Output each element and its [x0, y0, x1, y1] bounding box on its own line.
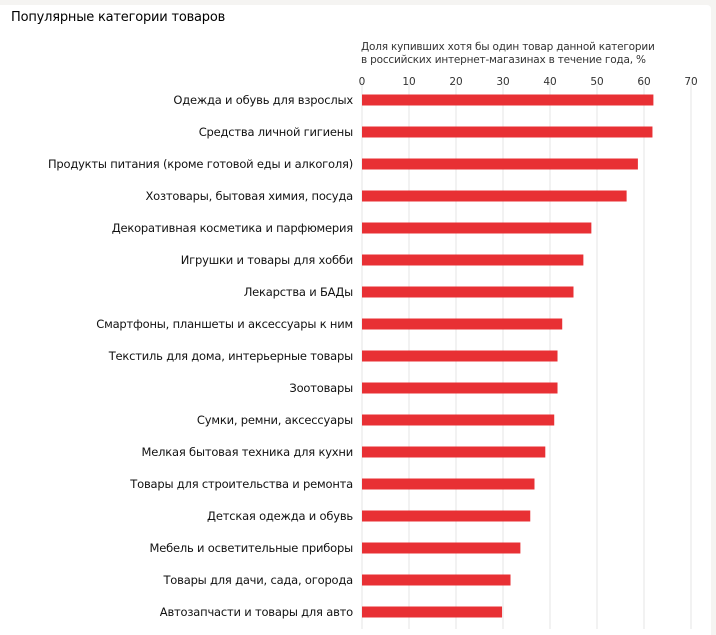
- category-label: Хозтовары, бытовая химия, посуда: [145, 189, 353, 203]
- x-axis-ticks: 0 10 20 30 40 50 60 70: [359, 76, 698, 88]
- bars: [362, 94, 654, 618]
- bar: [362, 190, 627, 202]
- category-label: Сумки, ремни, аксессуары: [197, 413, 353, 427]
- category-label: Зоотовары: [289, 381, 353, 395]
- category-label: Смартфоны, планшеты и аксессуары к ним: [96, 317, 353, 331]
- category-label: Декоративная косметика и парфюмерия: [112, 221, 353, 235]
- bar: [362, 94, 654, 106]
- x-axis-caption-line-1: Доля купивших хотя бы один товар данной …: [361, 41, 655, 53]
- bar: [362, 222, 592, 234]
- category-label: Продукты питания (кроме готовой еды и ал…: [48, 157, 353, 171]
- category-label: Мебель и осветительные приборы: [150, 541, 354, 555]
- bar: [362, 574, 511, 586]
- x-tick-label: 20: [449, 76, 462, 88]
- x-axis-caption: Доля купивших хотя бы один товар данной …: [361, 41, 655, 67]
- bar: [362, 414, 555, 426]
- chart-card: [0, 5, 711, 635]
- category-label: Товары для дачи, сада, огорода: [162, 573, 353, 587]
- bar: [362, 478, 535, 490]
- chart-title: Популярные категории товаров: [11, 10, 226, 25]
- bar: [362, 606, 503, 618]
- category-label: Лекарства и БАДы: [244, 285, 353, 299]
- bar: [362, 254, 584, 266]
- x-tick-label: 30: [496, 76, 509, 88]
- category-labels: Одежда и обувь для взрослых Средства личн…: [48, 93, 354, 619]
- bar: [362, 542, 521, 554]
- category-label: Игрушки и товары для хобби: [181, 253, 353, 267]
- category-label: Средства личной гигиены: [199, 125, 353, 139]
- bar: [362, 382, 558, 394]
- category-label: Автозапчасти и товары для авто: [160, 605, 353, 619]
- category-label: Товары для строительства и ремонта: [129, 477, 353, 491]
- bar: [362, 446, 546, 458]
- bar: [362, 510, 531, 522]
- x-tick-label: 70: [684, 76, 697, 88]
- x-axis-caption-line-2: в российских интернет-магазинах в течени…: [361, 54, 646, 66]
- x-tick-label: 40: [543, 76, 556, 88]
- x-tick-label: 60: [637, 76, 650, 88]
- category-label: Одежда и обувь для взрослых: [173, 93, 353, 107]
- x-tick-label: 50: [590, 76, 603, 88]
- bar: [362, 318, 563, 330]
- category-label: Текстиль для дома, интерьерные товары: [108, 349, 353, 363]
- category-label: Мелкая бытовая техника для кухни: [142, 445, 353, 459]
- bar: [362, 158, 638, 170]
- bar: [362, 126, 653, 138]
- x-tick-label: 10: [402, 76, 415, 88]
- x-tick-label: 0: [359, 76, 366, 88]
- bar: [362, 286, 574, 298]
- bar: [362, 350, 558, 362]
- category-label: Детская одежда и обувь: [207, 509, 353, 523]
